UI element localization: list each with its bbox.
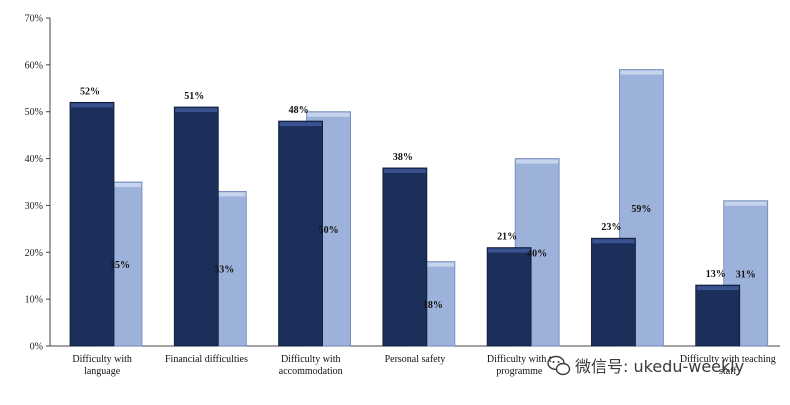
category-label: Personal safety: [385, 354, 446, 365]
y-tick-label: 30%: [25, 201, 43, 212]
data-label-series2: 18%: [423, 300, 443, 311]
data-label-series2: 35%: [110, 260, 130, 271]
data-label-series1: 23%: [601, 222, 621, 233]
bar-cap: [696, 286, 739, 291]
data-label-series1: 48%: [289, 105, 309, 116]
bar-cap: [620, 70, 663, 75]
bar-cap: [411, 262, 454, 267]
data-label-series1: 13%: [706, 269, 726, 280]
data-label-series2: 50%: [319, 225, 339, 236]
data-label-series2: 40%: [527, 248, 547, 259]
category-label: language: [84, 366, 121, 377]
category-label: programme: [496, 366, 543, 377]
y-tick-label: 50%: [25, 107, 43, 118]
y-tick-label: 70%: [25, 14, 43, 25]
bar-cap: [724, 201, 767, 206]
data-label-series1: 51%: [184, 91, 204, 102]
y-tick-label: 10%: [25, 295, 43, 306]
bars: [69, 69, 769, 347]
category-label: staff: [719, 366, 737, 377]
category-label: Difficulty with teaching: [680, 354, 776, 365]
bar-cap: [307, 112, 350, 117]
bar-cap: [99, 183, 141, 187]
category-label: Difficulty with: [281, 354, 341, 365]
category-label: accommodation: [279, 366, 343, 377]
data-label-series2: 33%: [214, 265, 234, 276]
bar-cap: [175, 108, 218, 113]
bar-cap: [279, 122, 322, 127]
data-label-series1: 38%: [393, 152, 413, 163]
data-label-series1: 52%: [80, 86, 100, 97]
bar-cap: [516, 159, 559, 164]
bar-series1: [69, 101, 115, 347]
bar-cap: [592, 239, 635, 244]
category-label: Difficulty with t: [487, 354, 552, 365]
bar-series1: [486, 247, 532, 347]
bar-series1: [382, 167, 428, 347]
bar-cap: [383, 168, 426, 173]
data-labels: 52% 35% 51% 33% 48% 50% 38% 18% 21% 40% 23% 59% 13% 3…: [80, 86, 756, 310]
y-tick-label: 20%: [25, 248, 43, 259]
watermark-text: 微信号: ukedu-weekly: [575, 357, 744, 376]
y-tick-label: 40%: [25, 154, 43, 165]
data-label-series2: 59%: [631, 204, 651, 215]
bar-series1: [278, 120, 323, 347]
y-tick-label: 60%: [25, 60, 43, 71]
bar-series1: [695, 284, 741, 347]
category-label: Financial difficulties: [165, 354, 248, 365]
bar-cap: [488, 248, 531, 253]
y-tick-label: 0%: [30, 342, 43, 353]
data-label-series2: 31%: [736, 269, 756, 280]
wechat-icon: [547, 355, 571, 376]
bar-cap: [203, 192, 246, 197]
data-label-series1: 21%: [497, 232, 517, 243]
category-label: Difficulty with: [72, 354, 132, 365]
bar-cap: [71, 103, 113, 108]
bar-series1: [591, 237, 636, 347]
watermark: 微信号: ukedu-weekly: [547, 355, 744, 376]
bar-series1: [173, 106, 219, 347]
